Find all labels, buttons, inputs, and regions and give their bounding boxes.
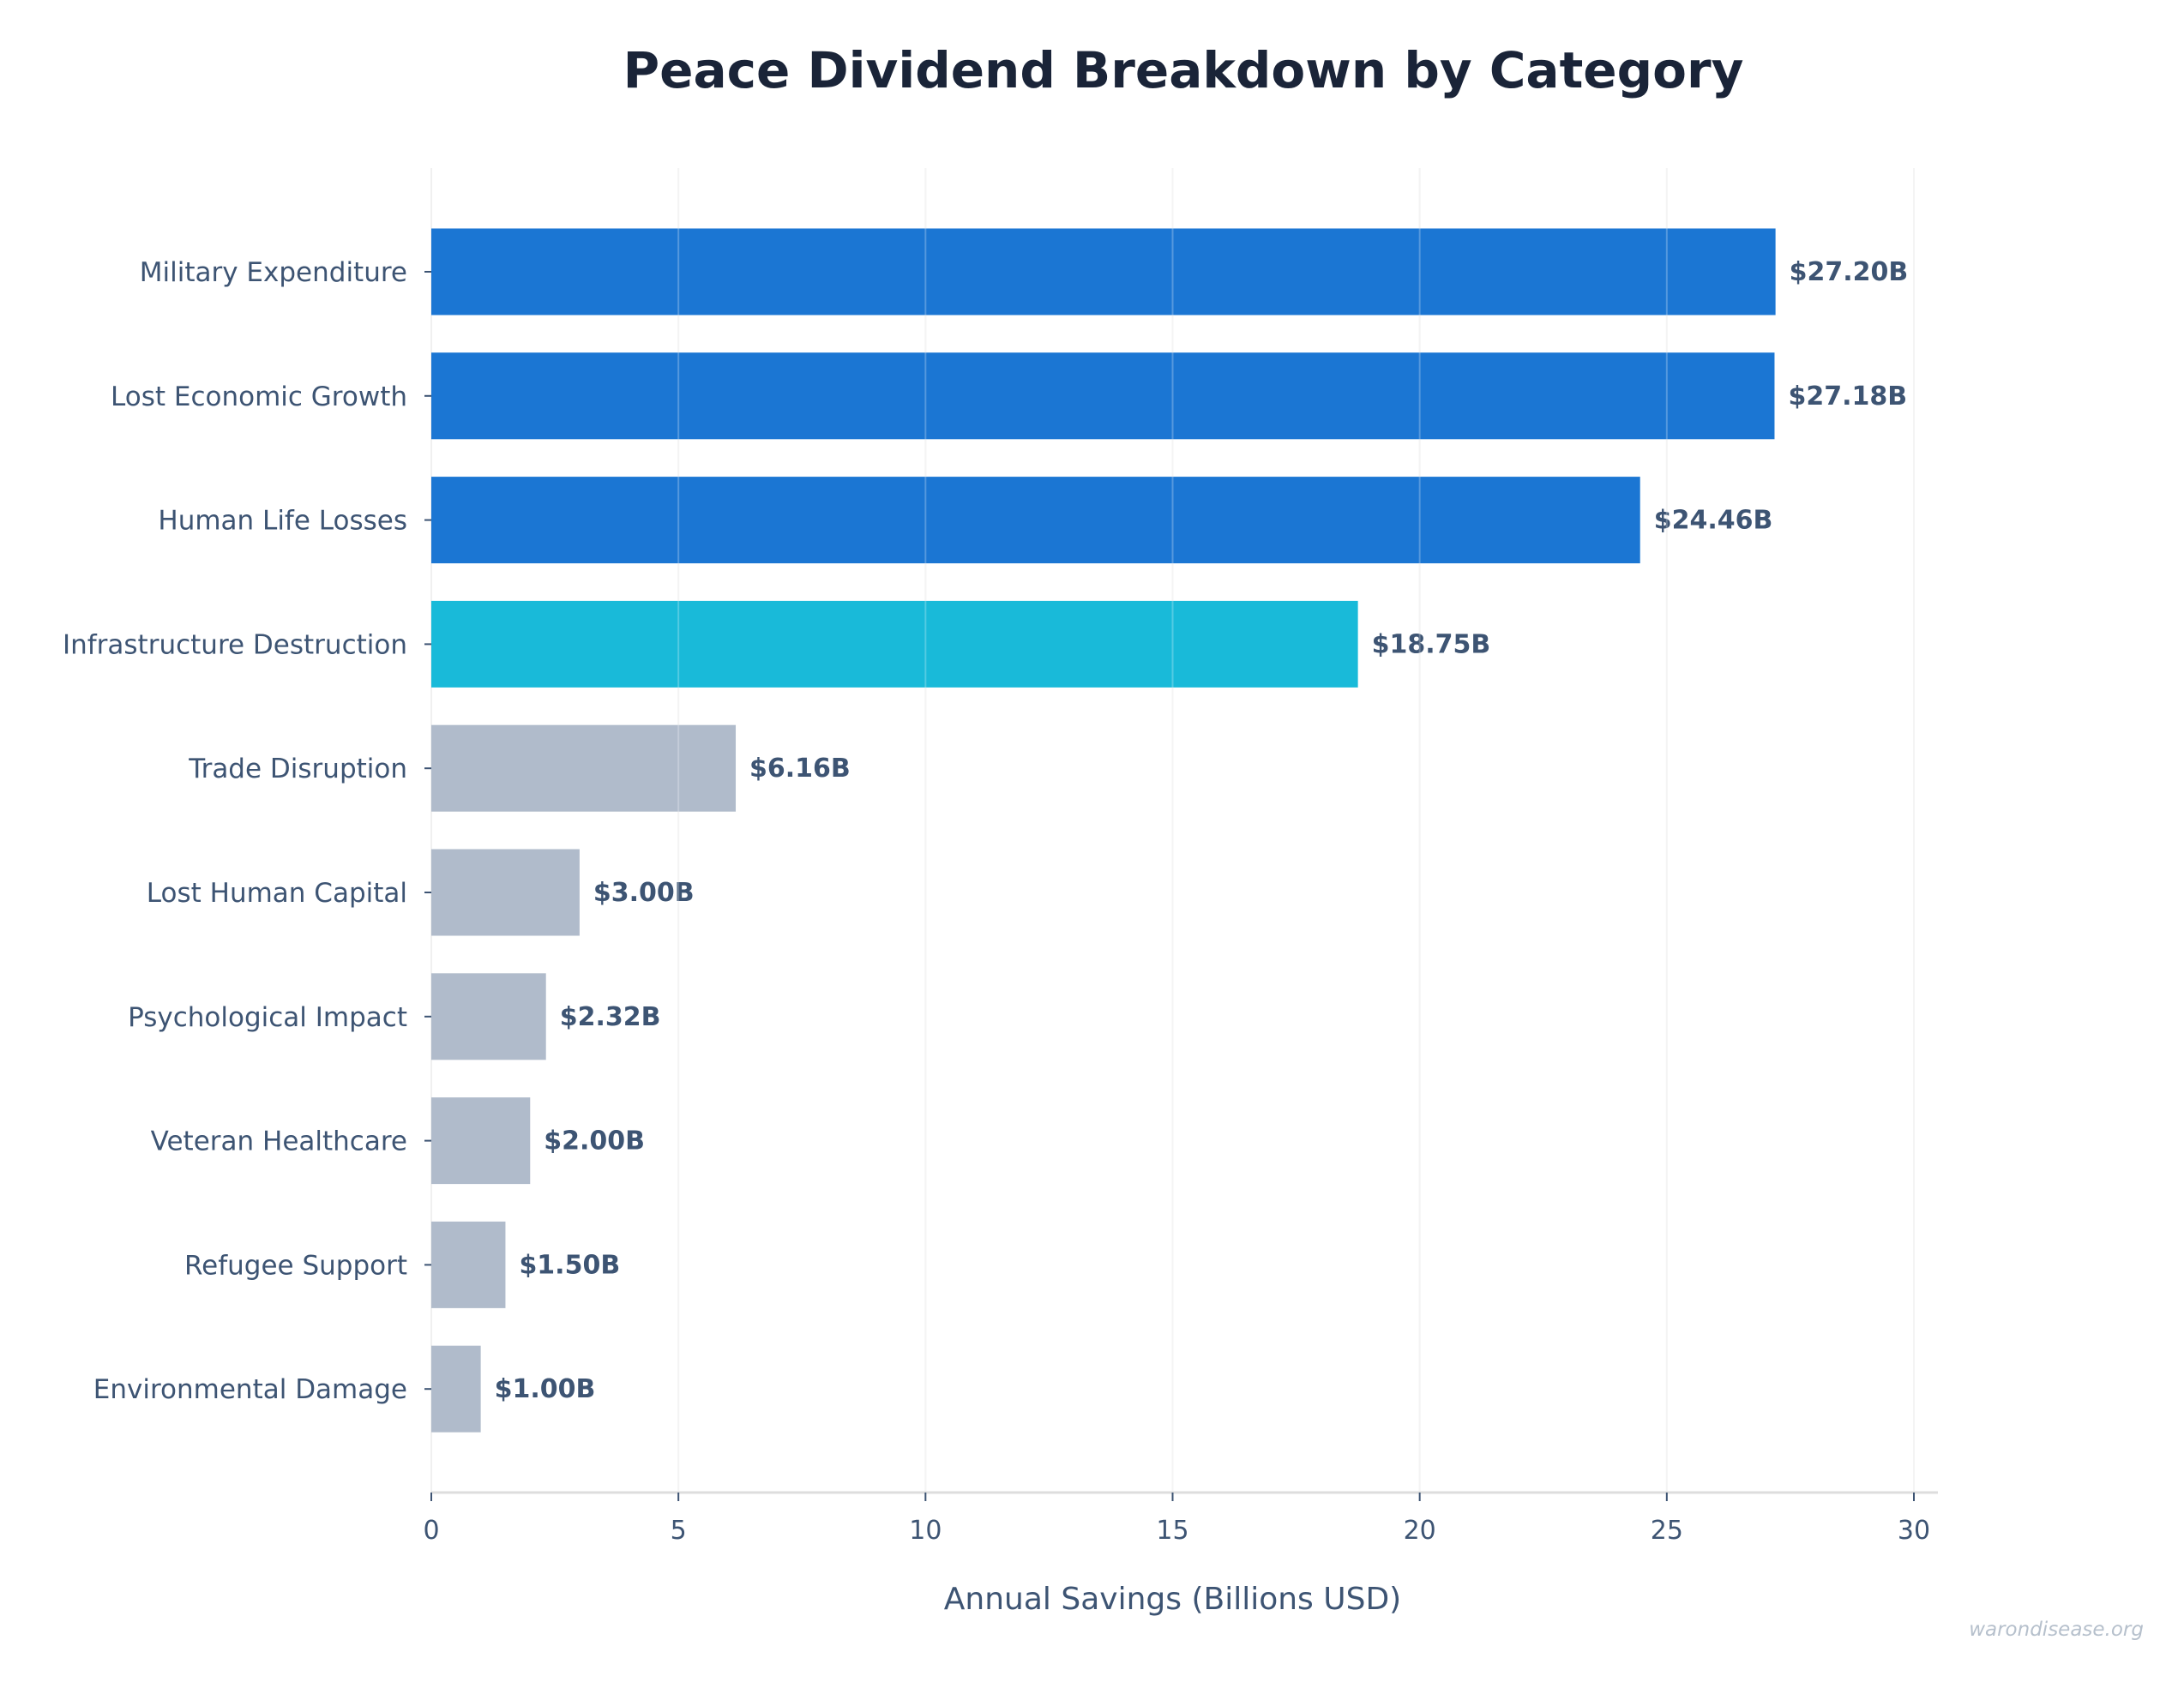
x-tick-label: 15 — [1156, 1516, 1188, 1546]
y-tick-label: Infrastructure Destruction — [63, 629, 407, 660]
data-label: $3.00B — [593, 878, 695, 908]
bar — [431, 1221, 506, 1308]
data-label: $2.00B — [544, 1126, 645, 1156]
x-tick-label: 0 — [423, 1516, 439, 1546]
data-label: $1.00B — [495, 1374, 596, 1404]
data-label: $18.75B — [1372, 629, 1491, 659]
bar — [431, 228, 1776, 315]
bar — [431, 973, 546, 1060]
x-tick-label: 5 — [671, 1516, 687, 1546]
y-tick-label: Lost Economic Growth — [111, 381, 407, 412]
bar — [431, 849, 580, 936]
data-label: $2.32B — [560, 1002, 661, 1032]
y-tick-label: Veteran Healthcare — [151, 1126, 407, 1157]
data-label: $6.16B — [749, 754, 851, 784]
data-label: $27.18B — [1788, 381, 1907, 411]
x-tick-label: 20 — [1404, 1516, 1436, 1546]
bar — [431, 1345, 481, 1433]
bar — [431, 477, 1640, 564]
chart-title: Peace Dividend Breakdown by Category — [623, 41, 1744, 99]
watermark: warondisease.org — [1969, 1619, 2144, 1641]
data-label: $27.20B — [1790, 257, 1909, 287]
bar — [431, 352, 1775, 440]
x-tick-label: 25 — [1651, 1516, 1683, 1546]
y-tick-label: Human Life Losses — [158, 506, 407, 537]
y-tick-label: Lost Human Capital — [147, 878, 407, 909]
bar — [431, 600, 1358, 688]
x-tick-label: 10 — [909, 1516, 942, 1546]
bar — [431, 1097, 531, 1185]
y-tick-label: Environmental Damage — [93, 1374, 407, 1405]
x-axis-label: Annual Savings (Billions USD) — [943, 1582, 1402, 1617]
y-tick-label: Military Expenditure — [140, 257, 407, 288]
y-tick-label: Trade Disruption — [188, 754, 407, 784]
data-label: $24.46B — [1654, 506, 1773, 536]
bar — [431, 724, 737, 812]
y-tick-label: Refugee Support — [184, 1250, 407, 1281]
data-label: $1.50B — [519, 1250, 620, 1280]
x-tick-label: 30 — [1898, 1516, 1930, 1546]
y-tick-label: Psychological Impact — [128, 1002, 407, 1033]
